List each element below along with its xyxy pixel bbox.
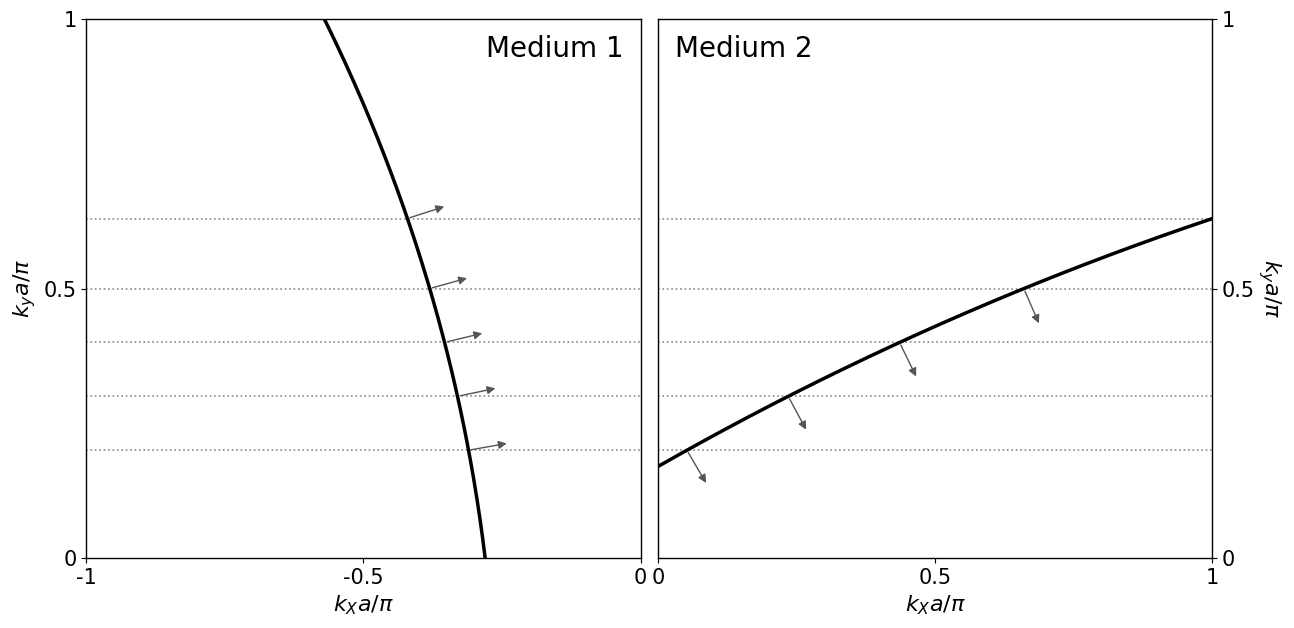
Text: Medium 1: Medium 1 [487,35,624,63]
Y-axis label: $k_y a/\pi$: $k_y a/\pi$ [12,259,38,318]
X-axis label: $k_X a/\pi$: $k_X a/\pi$ [905,593,965,617]
X-axis label: $k_X a/\pi$: $k_X a/\pi$ [333,593,393,617]
Text: Medium 2: Medium 2 [674,35,813,63]
Y-axis label: $k_y a/\pi$: $k_y a/\pi$ [1256,259,1282,318]
